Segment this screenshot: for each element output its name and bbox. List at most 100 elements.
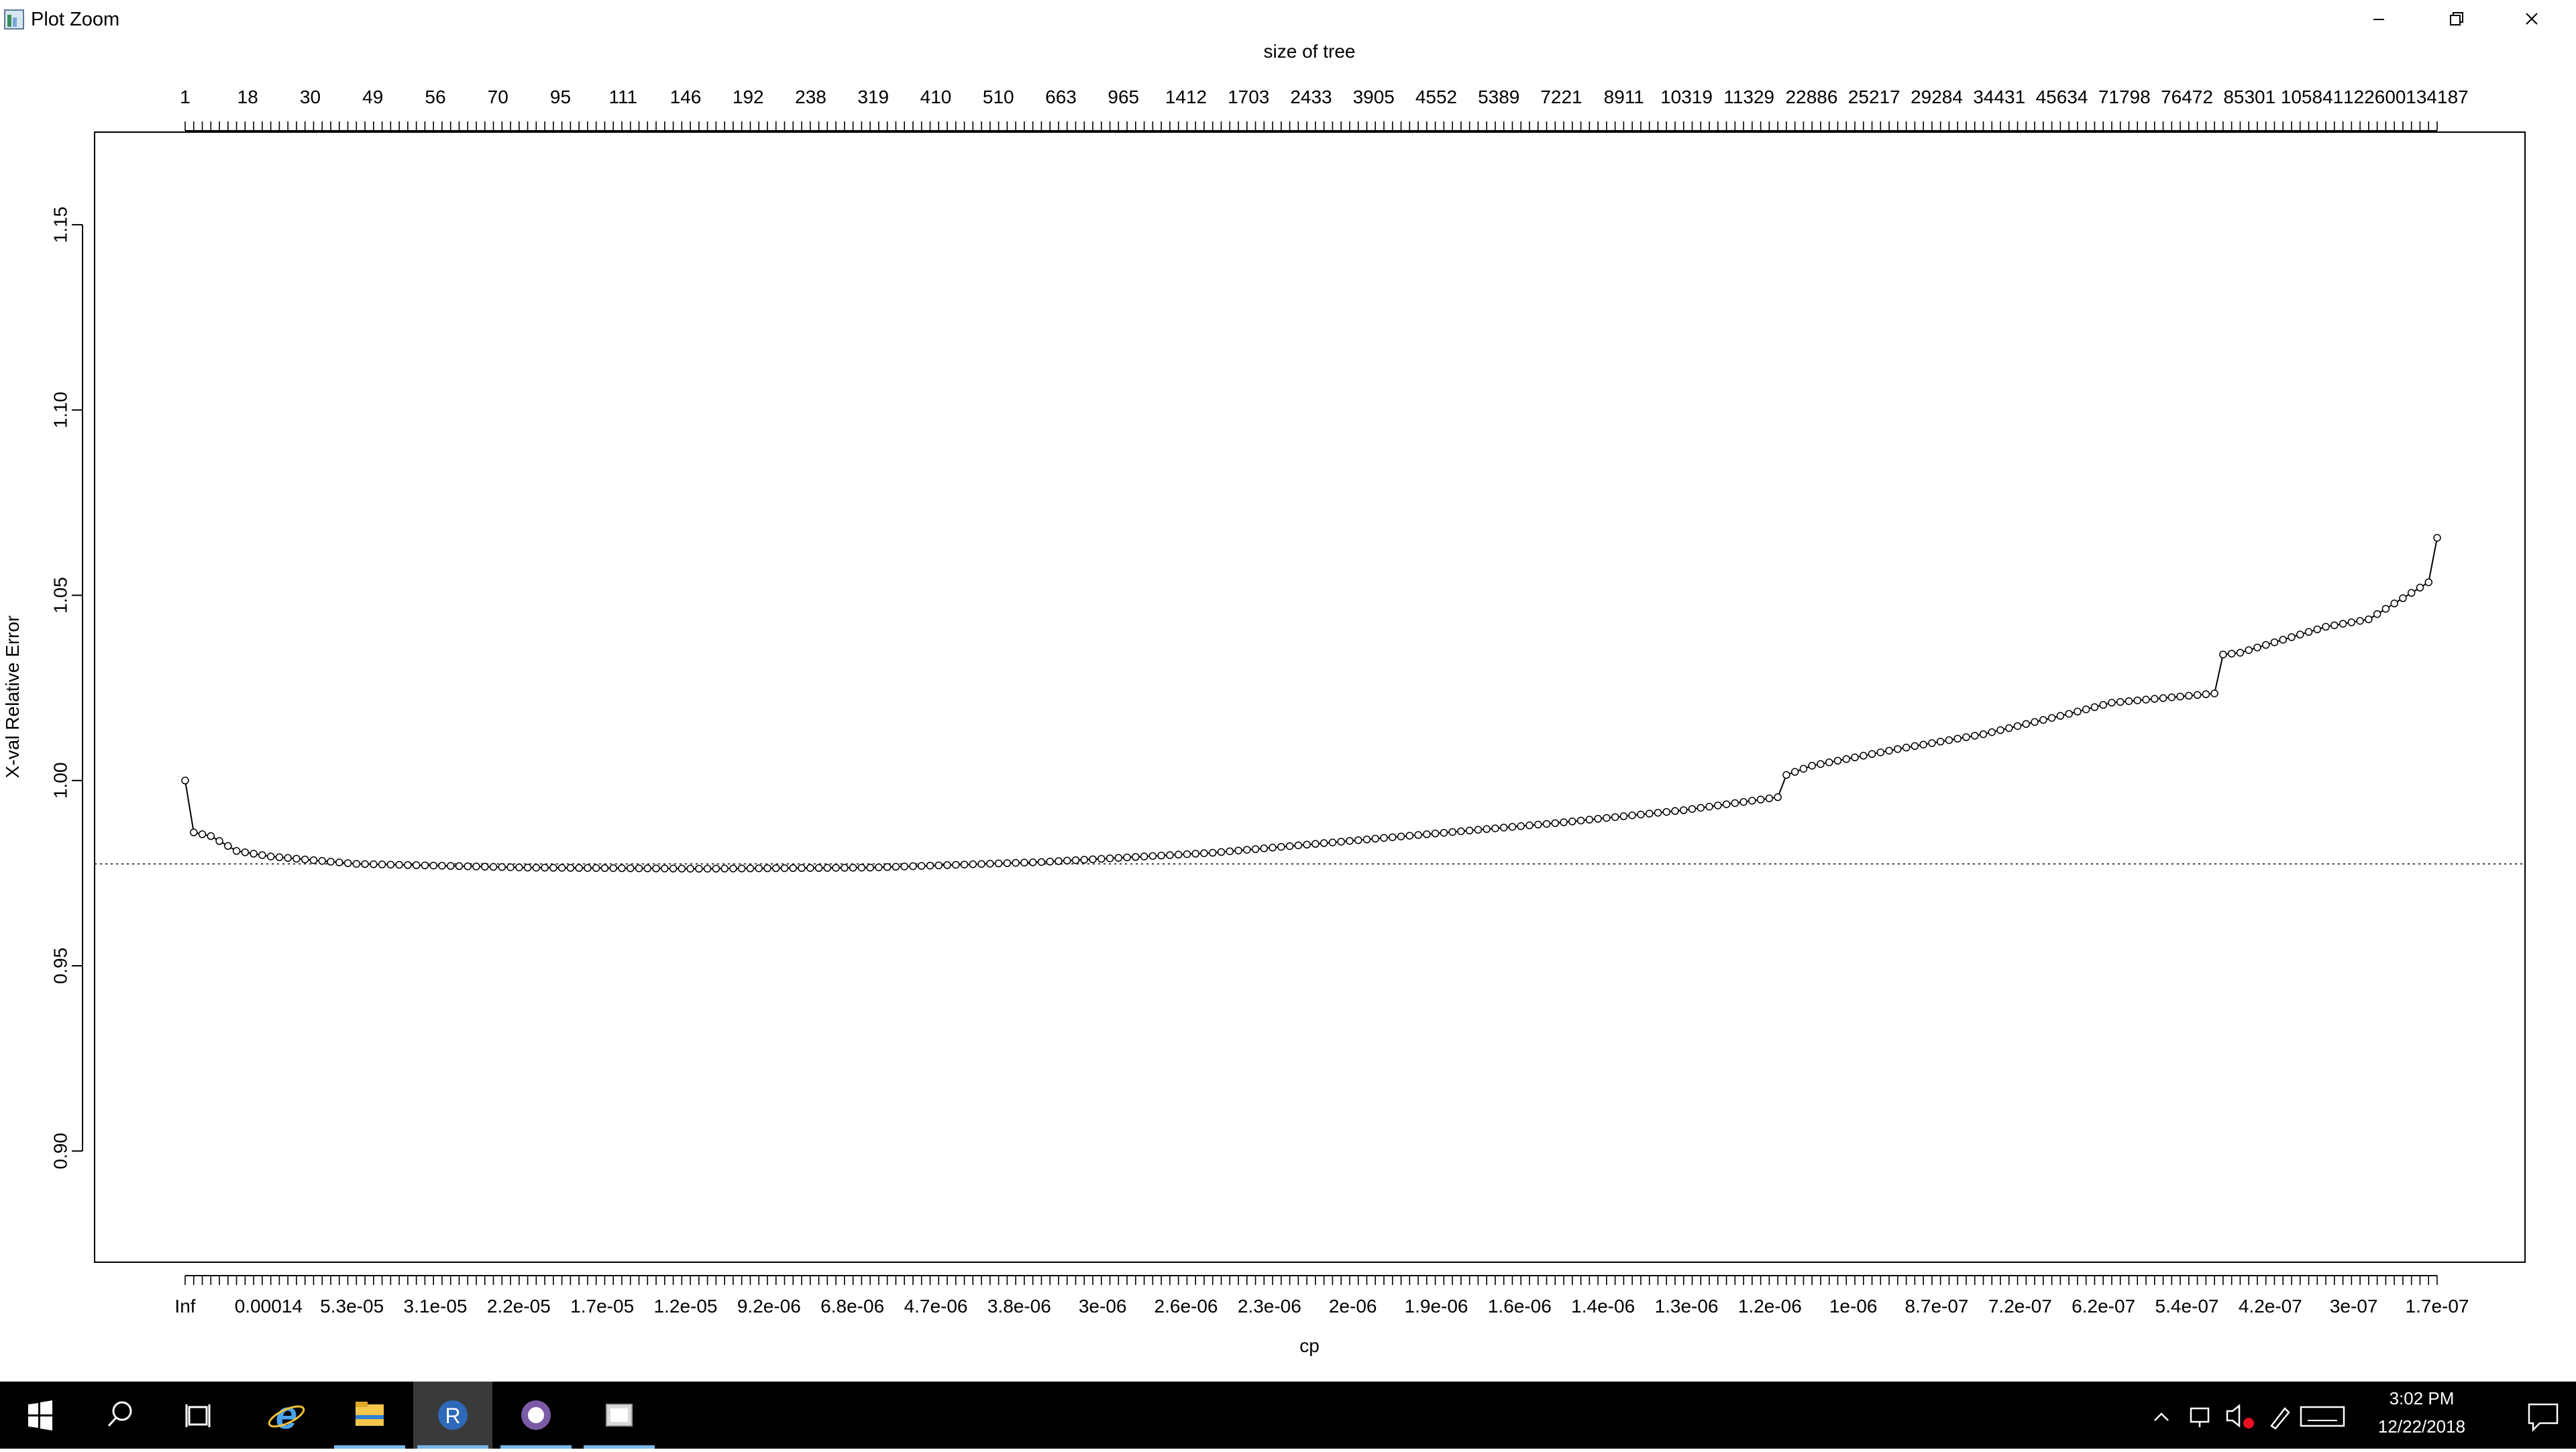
- top-tick-label: 965: [1108, 87, 1139, 107]
- data-point: [678, 864, 686, 873]
- data-point: [2322, 622, 2330, 631]
- data-point: [1525, 821, 1534, 830]
- data-point: [1311, 840, 1320, 848]
- top-tick-label: 319: [857, 87, 889, 107]
- chevron-up-icon[interactable]: [2154, 1412, 2169, 1421]
- top-tick-label: 18: [237, 87, 258, 107]
- data-point: [198, 830, 207, 838]
- data-point: [737, 864, 746, 873]
- top-tick-label: 3905: [1353, 87, 1395, 107]
- data-point: [1080, 856, 1088, 864]
- data-point: [1996, 726, 2004, 734]
- data-point: [1474, 826, 1483, 834]
- data-point: [1594, 815, 1602, 823]
- y-axis: 0.90 0.95 1.00 1.05 1.10 1.15: [50, 207, 83, 1170]
- x-tick-label: 3.8e-06: [987, 1296, 1051, 1317]
- data-point: [2390, 600, 2398, 608]
- data-point: [472, 862, 480, 871]
- data-point: [2151, 695, 2159, 703]
- clock-date[interactable]: 12/22/2018: [2377, 1416, 2466, 1437]
- x-tick-label: 1.4e-06: [1571, 1296, 1635, 1317]
- data-point: [2313, 625, 2322, 634]
- data-point: [2159, 694, 2167, 702]
- data-point: [1645, 809, 1654, 818]
- data-point: [2047, 714, 2056, 722]
- search-button[interactable]: [79, 1382, 158, 1449]
- data-point: [1097, 854, 1106, 863]
- y-tick-label: 0.90: [50, 1133, 70, 1170]
- data-point: [266, 852, 275, 860]
- github-button[interactable]: [496, 1382, 576, 1449]
- data-point: [1988, 728, 1996, 736]
- data-point: [309, 856, 318, 864]
- x-tick-label: 0.00014: [235, 1296, 303, 1317]
- data-point: [1251, 845, 1260, 853]
- top-tick-label: 71798: [2098, 87, 2151, 107]
- data-point: [780, 864, 789, 873]
- top-tick-label: 76472: [2161, 87, 2213, 107]
- top-tick-label: 510: [983, 87, 1014, 107]
- data-point: [1568, 818, 1576, 826]
- x-axis: Inf 0.00014 5.3e-05 3.1e-05 2.2e-05 1.7e-05 1.…: [174, 1275, 2469, 1317]
- top-tick-label: 49: [362, 87, 383, 107]
- data-point: [892, 862, 900, 871]
- restore-button[interactable]: [2418, 0, 2491, 39]
- data-point: [250, 850, 258, 858]
- data-point: [2261, 640, 2270, 649]
- r-gui-button[interactable]: R: [413, 1382, 492, 1449]
- data-point: [917, 862, 926, 870]
- data-point: [977, 860, 985, 868]
- data-point: [2099, 701, 2107, 709]
- data-point: [823, 864, 832, 872]
- pen-icon[interactable]: [2270, 1407, 2290, 1430]
- data-point: [207, 832, 215, 840]
- top-tick-label: 70: [488, 87, 508, 107]
- data-point: [635, 864, 643, 873]
- data-point: [2090, 703, 2099, 712]
- data-point: [814, 864, 823, 872]
- data-point: [1876, 748, 1885, 757]
- data-point: [1174, 850, 1183, 859]
- file-explorer-button[interactable]: [330, 1382, 409, 1449]
- data-point: [926, 861, 934, 870]
- close-button[interactable]: [2494, 0, 2568, 39]
- data-point: [1603, 814, 1611, 822]
- volume-muted-icon[interactable]: [2226, 1404, 2254, 1429]
- notifications-button[interactable]: [2509, 1382, 2576, 1449]
- x-tick-label: 7.2e-07: [1988, 1296, 2052, 1317]
- data-point: [2210, 689, 2218, 697]
- taskbar: e R: [0, 1382, 2576, 1449]
- data-point: [1833, 757, 1842, 765]
- data-point: [2125, 697, 2133, 706]
- internet-explorer-button[interactable]: e: [247, 1382, 326, 1449]
- data-point: [429, 861, 437, 870]
- clock-time[interactable]: 3:02 PM: [2389, 1388, 2455, 1408]
- task-view-button[interactable]: [158, 1382, 237, 1449]
- x-tick-label: 9.2e-06: [737, 1296, 801, 1317]
- data-point: [1748, 797, 1756, 805]
- y-axis-title: X-val Relative Error: [2, 616, 23, 779]
- x-tick-label: 2e-06: [1329, 1296, 1377, 1317]
- data-point: [2416, 583, 2424, 592]
- plot-frame: [94, 131, 2526, 1263]
- data-point: [2424, 578, 2432, 586]
- data-point: [969, 860, 977, 869]
- app-window-button[interactable]: [580, 1382, 659, 1449]
- data-point: [2365, 615, 2373, 624]
- data-point: [1799, 765, 1808, 773]
- data-point: [686, 864, 694, 873]
- data-point: [1028, 858, 1037, 867]
- minimize-button[interactable]: [2341, 0, 2415, 39]
- data-point: [1560, 818, 1568, 826]
- close-icon: [2526, 13, 2538, 25]
- data-point: [1928, 739, 1936, 747]
- data-point: [1414, 831, 1422, 839]
- data-point: [2399, 594, 2407, 602]
- data-point: [1551, 819, 1560, 828]
- network-icon[interactable]: [2190, 1407, 2210, 1427]
- window-title: Plot Zoom: [31, 9, 120, 30]
- start-button[interactable]: [0, 1382, 79, 1449]
- x-tick-label: 1e-06: [1829, 1296, 1878, 1317]
- keyboard-icon[interactable]: [2300, 1406, 2345, 1427]
- data-point: [626, 864, 635, 873]
